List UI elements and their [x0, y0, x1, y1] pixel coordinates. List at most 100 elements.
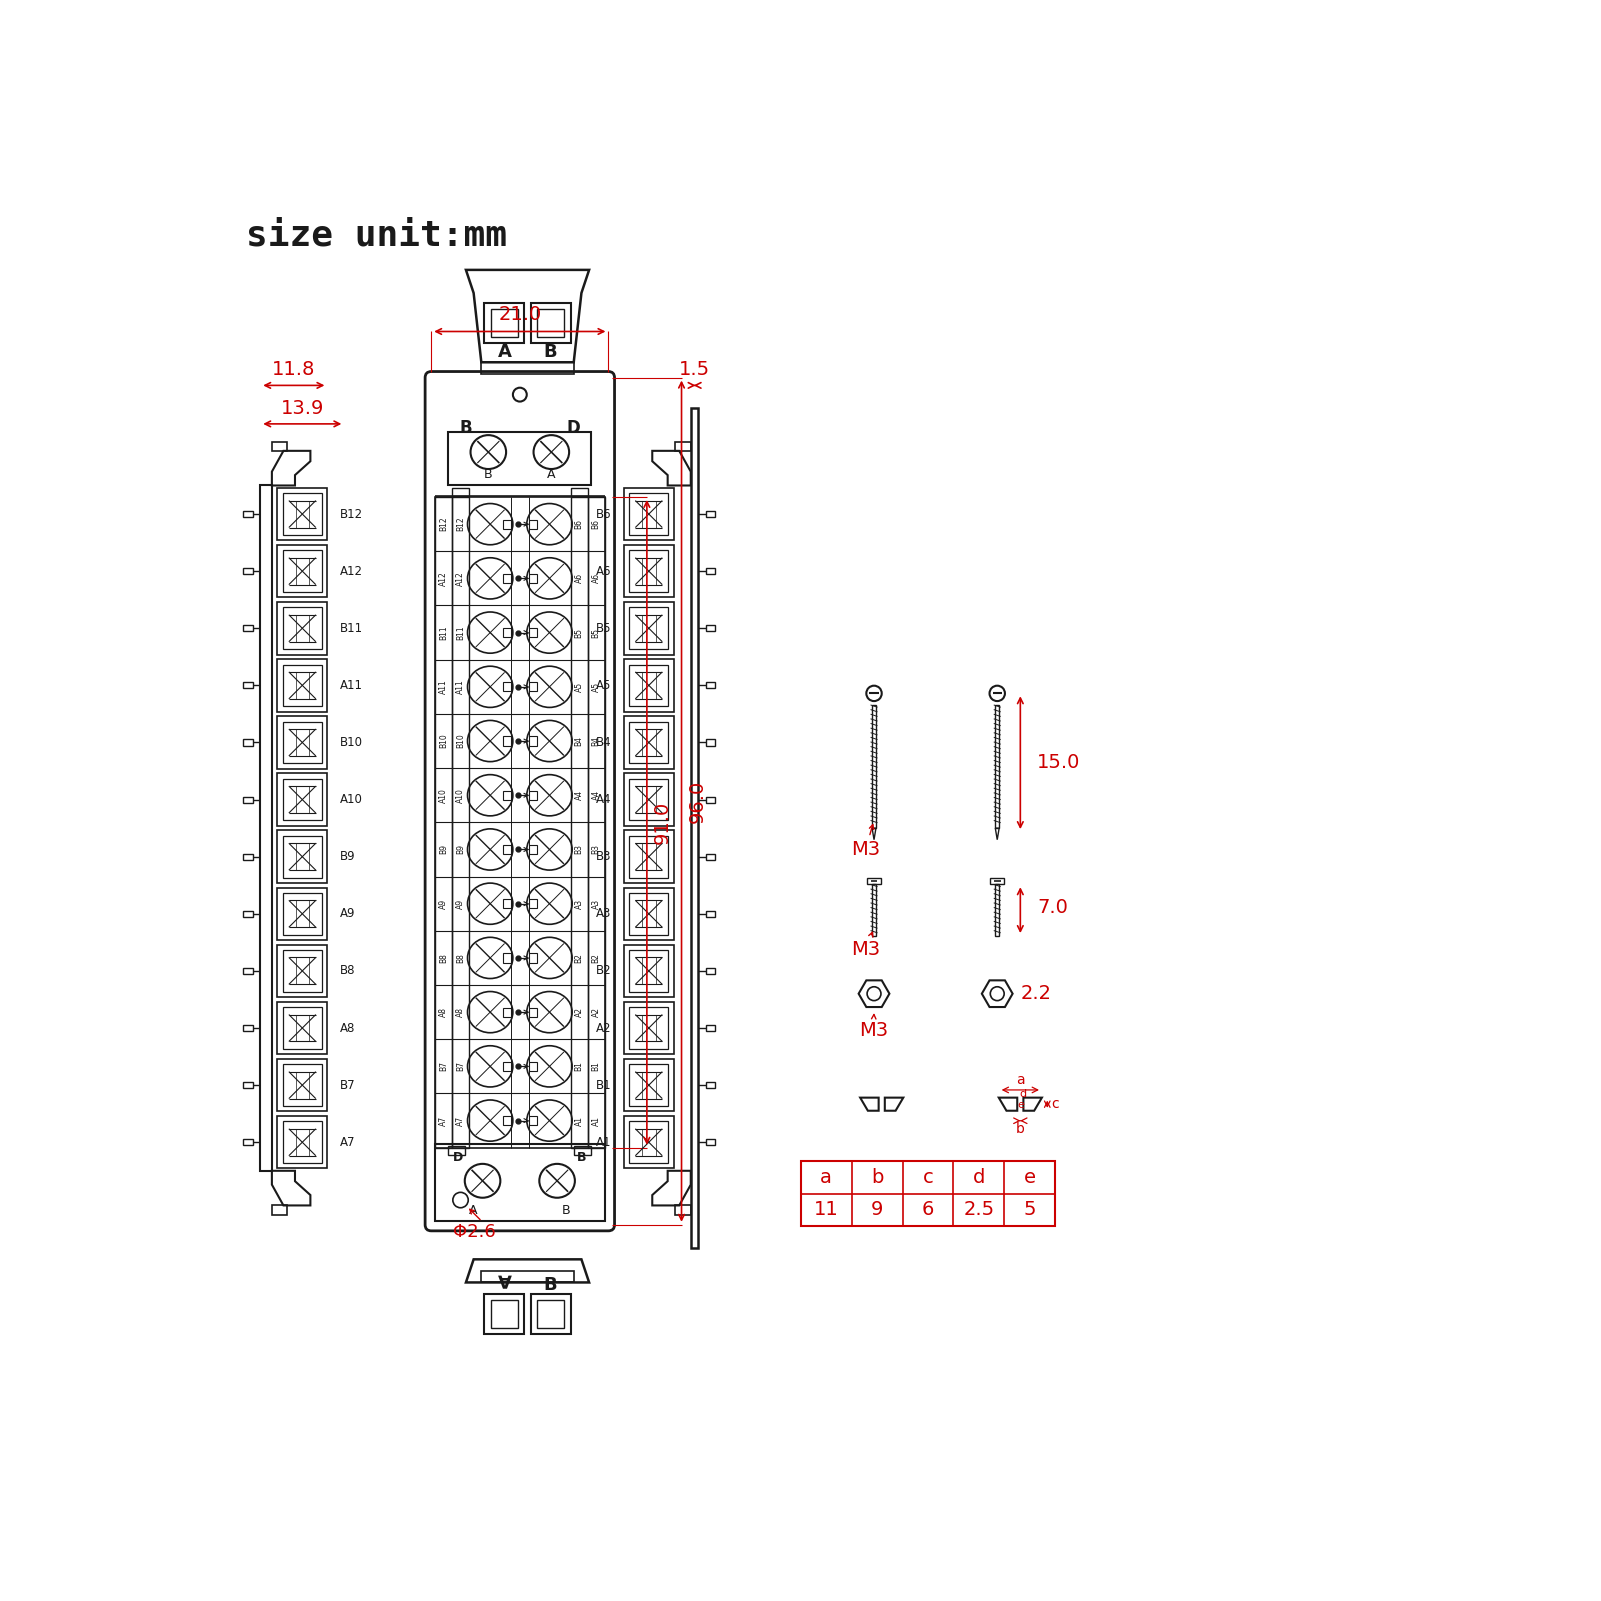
Bar	[451, 496, 469, 1148]
Bar	[283, 893, 322, 935]
Bar	[624, 602, 674, 655]
Text: A8: A8	[439, 1007, 448, 1017]
Bar	[243, 853, 253, 860]
Text: M3: M3	[850, 825, 881, 860]
Text: 7.0: 7.0	[1037, 898, 1068, 916]
Bar	[448, 1146, 466, 1154]
Bar	[629, 607, 669, 648]
Text: c: c	[922, 1167, 933, 1186]
Bar	[277, 1058, 327, 1111]
Bar	[536, 309, 565, 336]
Bar	[528, 1116, 536, 1126]
Bar	[629, 1121, 669, 1162]
Bar	[624, 1116, 674, 1169]
Text: B7: B7	[456, 1061, 464, 1071]
Text: A7: A7	[339, 1135, 355, 1150]
Text: 11.8: 11.8	[272, 360, 315, 379]
Text: B6: B6	[591, 519, 600, 530]
Text: A8: A8	[339, 1021, 355, 1034]
Text: B2: B2	[575, 953, 584, 962]
Bar	[277, 1002, 327, 1055]
Bar	[536, 1300, 565, 1327]
Bar	[277, 602, 327, 655]
Text: B5: B5	[591, 628, 600, 637]
Text: B3: B3	[591, 844, 600, 855]
Bar	[243, 1082, 253, 1089]
Text: B2: B2	[596, 964, 612, 978]
Bar	[800, 1161, 1055, 1226]
Bar	[277, 488, 327, 540]
Bar	[243, 511, 253, 517]
Text: B11: B11	[339, 621, 363, 634]
Bar	[629, 1065, 669, 1106]
Text: B11: B11	[456, 626, 464, 640]
Bar	[243, 740, 253, 746]
Bar	[277, 660, 327, 711]
Text: B5: B5	[575, 628, 584, 637]
Bar	[243, 682, 253, 688]
Bar	[629, 664, 669, 706]
Text: 2.5: 2.5	[964, 1201, 994, 1220]
Bar	[528, 520, 536, 528]
Bar	[629, 893, 669, 935]
Bar	[243, 1025, 253, 1031]
Text: B9: B9	[456, 844, 464, 855]
Text: a: a	[1017, 1073, 1025, 1087]
Bar	[629, 778, 669, 820]
Text: A3: A3	[575, 898, 584, 909]
Bar	[503, 1007, 511, 1017]
Text: B5: B5	[596, 621, 612, 634]
Bar	[528, 953, 536, 962]
Bar	[629, 722, 669, 764]
Text: D: D	[453, 1151, 463, 1164]
Text: B8: B8	[439, 953, 448, 962]
Text: B: B	[562, 1204, 570, 1217]
Bar	[503, 900, 511, 908]
Bar	[277, 887, 327, 940]
Bar	[706, 969, 716, 973]
Text: A5: A5	[591, 682, 600, 692]
Text: B10: B10	[439, 733, 448, 748]
Bar	[490, 1300, 519, 1327]
Bar	[624, 1002, 674, 1055]
Bar	[503, 682, 511, 692]
Bar	[283, 949, 322, 991]
Bar	[868, 879, 881, 884]
Text: B1: B1	[575, 1061, 584, 1071]
Bar	[873, 704, 876, 828]
Bar	[624, 831, 674, 882]
Bar	[624, 1058, 674, 1111]
Bar	[277, 773, 327, 826]
Bar	[528, 791, 536, 800]
Bar	[243, 568, 253, 575]
Bar	[570, 488, 588, 496]
Text: e: e	[1023, 1167, 1036, 1186]
Text: M3: M3	[858, 1015, 887, 1041]
Text: A6: A6	[596, 565, 612, 578]
Text: B12: B12	[439, 517, 448, 532]
Text: B1: B1	[596, 1079, 612, 1092]
Text: d: d	[1020, 1089, 1026, 1098]
Text: M3: M3	[850, 932, 881, 959]
Bar	[277, 1116, 327, 1169]
Text: A12: A12	[439, 572, 448, 586]
Bar	[243, 624, 253, 631]
Bar	[243, 1140, 253, 1145]
Bar	[624, 660, 674, 711]
Text: A5: A5	[575, 682, 584, 692]
Bar	[277, 945, 327, 997]
Text: A1: A1	[596, 1135, 612, 1150]
Bar	[283, 551, 322, 592]
Bar	[243, 969, 253, 973]
Text: B8: B8	[339, 964, 355, 978]
Text: A3: A3	[596, 908, 612, 921]
Text: A: A	[498, 343, 511, 362]
Bar	[283, 1007, 322, 1049]
Text: A10: A10	[456, 788, 464, 802]
Text: 5: 5	[1023, 1201, 1036, 1220]
Bar	[283, 607, 322, 648]
Text: B2: B2	[591, 953, 600, 962]
Bar	[261, 485, 272, 1170]
Bar	[283, 664, 322, 706]
Bar	[272, 1206, 287, 1215]
